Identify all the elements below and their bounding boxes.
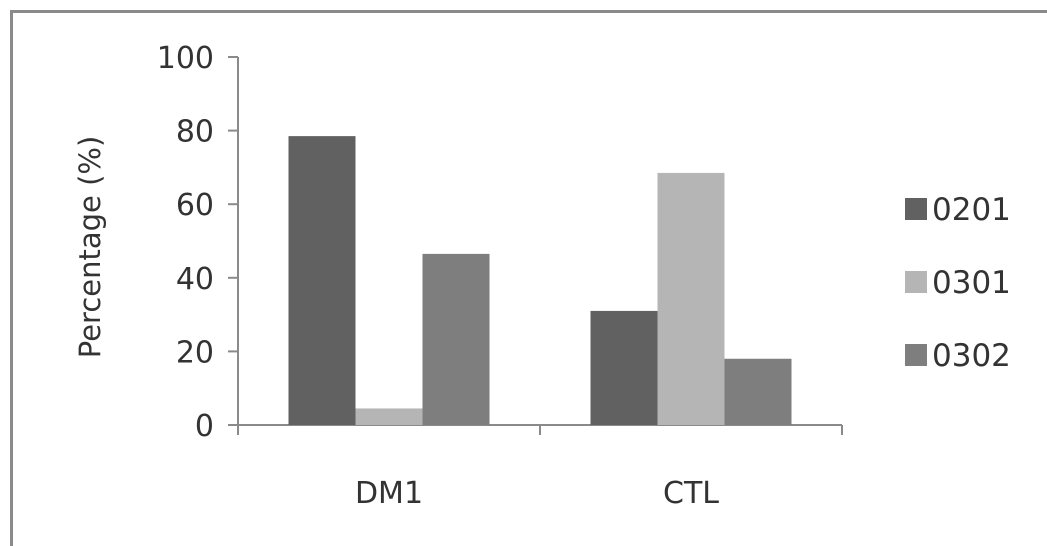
x-tick-label: CTL xyxy=(663,476,719,511)
bar-0302-CTL xyxy=(724,358,792,425)
legend-label-0201: 0201 xyxy=(932,192,1011,228)
bar-0302-DM1 xyxy=(422,253,490,425)
legend-swatch-0201 xyxy=(905,198,927,220)
legend: 0201 0301 0302 xyxy=(905,192,1011,374)
plot-area: 0 20 40 60 80 100 DM1 CTL xyxy=(157,41,843,511)
legend-label-0302: 0302 xyxy=(932,338,1011,374)
bar-0301-DM1 xyxy=(355,408,423,425)
y-tick-label: 60 xyxy=(176,188,214,223)
y-tick-label: 100 xyxy=(157,41,214,76)
bar-0201-DM1 xyxy=(288,136,356,425)
legend-swatch-0301 xyxy=(905,271,927,293)
bar-0301-CTL xyxy=(657,172,725,425)
y-tick-label: 20 xyxy=(176,335,214,370)
y-axis-label: Percentage (%) xyxy=(73,136,107,359)
chart-frame xyxy=(10,10,1047,546)
y-tick-label: 40 xyxy=(176,262,214,297)
bar-0201-CTL xyxy=(590,310,658,425)
y-tick-label: 80 xyxy=(176,115,214,150)
legend-label-0301: 0301 xyxy=(932,265,1011,301)
y-tick-label: 0 xyxy=(195,409,214,444)
legend-swatch-0302 xyxy=(905,344,927,366)
x-tick-label: DM1 xyxy=(355,476,423,511)
